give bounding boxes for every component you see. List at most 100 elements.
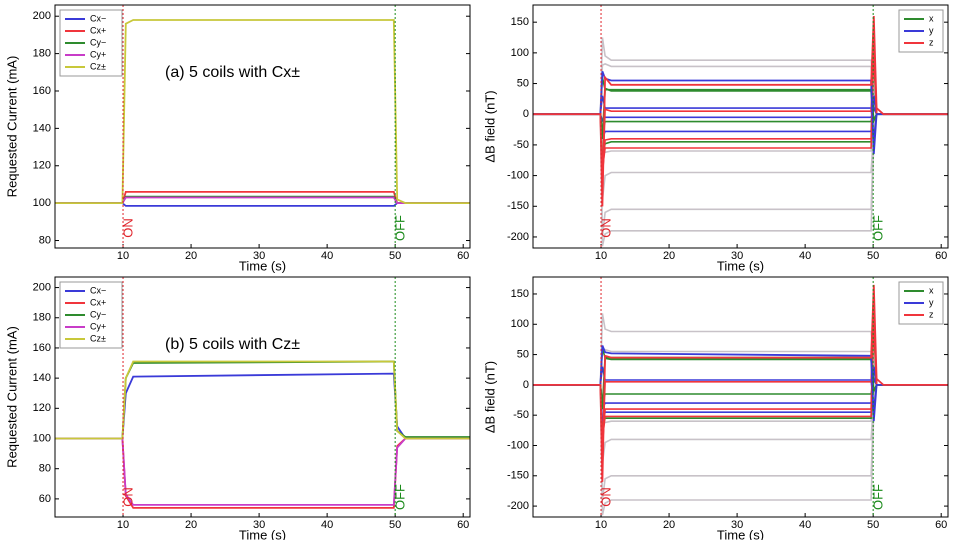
x-tick-label: 30 [253, 519, 265, 531]
event-label: ON [120, 218, 135, 238]
y-tick-label: 180 [33, 312, 51, 324]
event-label: OFF [871, 215, 886, 241]
plot-frame [54, 276, 471, 518]
y-tick-label: -150 [507, 200, 529, 212]
y-tick-label: -50 [513, 409, 529, 421]
x-tick-label: 40 [321, 519, 333, 531]
y-tick-label: 140 [33, 372, 51, 384]
y-axis-label: ΔB field (nT) [482, 361, 497, 433]
trace-line [533, 113, 948, 238]
series-line [55, 360, 470, 440]
y-tick-label: 80 [39, 234, 51, 246]
chart: -200 -150 -100 -50 0 50 100 150 10 20 30 40 50 60 Time… [482, 276, 949, 540]
y-tick-label: 140 [33, 122, 51, 134]
y-tick-label: 160 [33, 85, 51, 97]
y-tick-label: 100 [33, 432, 51, 444]
y-tick-label: 120 [33, 402, 51, 414]
x-tick-label: 40 [799, 519, 811, 531]
x-tick-label: 50 [867, 519, 879, 531]
x-tick-label: 30 [731, 519, 743, 531]
x-tick-label: 20 [663, 250, 675, 262]
legend-label: z [929, 37, 934, 47]
x-tick-label: 50 [389, 519, 401, 531]
y-tick-label: 150 [511, 16, 529, 28]
x-tick-label: 10 [117, 519, 129, 531]
legend-label: Cy− [90, 309, 106, 319]
x-tick-label: 20 [663, 519, 675, 531]
trace-line [533, 37, 948, 115]
x-tick-label: 40 [321, 250, 333, 262]
x-tick-label: 50 [389, 250, 401, 262]
x-tick-label: 60 [935, 519, 947, 531]
trace-line [533, 28, 948, 170]
y-axis-label: Requested Current (mA) [4, 326, 19, 468]
y-tick-label: 50 [517, 348, 529, 360]
y-tick-label: -100 [507, 439, 529, 451]
series-line [55, 360, 470, 440]
event-label: ON [598, 218, 613, 238]
trace-line [533, 113, 948, 154]
legend-label: Cy+ [90, 49, 106, 59]
y-tick-label: -200 [507, 500, 529, 512]
y-tick-label: -50 [513, 139, 529, 151]
series-line [55, 437, 470, 506]
y-tick-label: 60 [39, 493, 51, 505]
y-tick-label: 200 [33, 281, 51, 293]
x-tick-label: 10 [595, 250, 607, 262]
y-tick-label: -200 [507, 231, 529, 243]
x-tick-label: 10 [117, 250, 129, 262]
legend-label: Cx− [90, 285, 106, 295]
series-line [533, 15, 948, 207]
legend-label: y [929, 25, 934, 35]
event-label: ON [120, 487, 135, 507]
y-tick-label: 100 [511, 318, 529, 330]
legend-label: y [929, 297, 934, 307]
legend-label: Cx+ [90, 297, 106, 307]
x-axis-label: Time (s) [239, 258, 286, 273]
event-label: OFF [393, 215, 408, 241]
legend-label: Cy− [90, 37, 106, 47]
x-tick-label: 50 [867, 250, 879, 262]
y-tick-label: 100 [33, 197, 51, 209]
legend-label: Cz± [90, 333, 106, 343]
trace-line [533, 113, 948, 247]
y-tick-label: 0 [523, 379, 529, 391]
y-tick-label: -100 [507, 169, 529, 181]
legend-label: x [929, 285, 934, 295]
event-label: OFF [393, 484, 408, 510]
chart: 80 100 120 140 160 180 200 10 20 30 40 50 60 Time (s)… [4, 4, 471, 273]
x-tick-label: 60 [457, 250, 469, 262]
y-tick-label: 200 [33, 10, 51, 22]
chart: 60 80 100 120 140 160 180 200 10 20 30 40 50 60 Time (… [4, 276, 471, 540]
x-tick-label: 20 [185, 519, 197, 531]
y-tick-label: 150 [511, 288, 529, 300]
plot-frame [54, 4, 471, 249]
annotation: (b) 5 coils with Cz± [165, 336, 300, 353]
trace-line [533, 366, 948, 410]
x-tick-label: 30 [253, 250, 265, 262]
trace-line [533, 366, 948, 428]
x-axis-label: Time (s) [717, 527, 764, 540]
x-tick-label: 30 [731, 250, 743, 262]
event-label: ON [598, 487, 613, 507]
chart: -200 -150 -100 -50 0 50 100 150 10 20 30 40 50 60 Time… [482, 4, 949, 273]
series-line [533, 70, 948, 155]
trace-line [533, 113, 948, 201]
x-axis-label: Time (s) [717, 258, 764, 273]
plot-frame [532, 276, 949, 518]
annotation: (a) 5 coils with Cx± [165, 64, 300, 81]
x-tick-label: 40 [799, 250, 811, 262]
y-tick-label: 100 [511, 47, 529, 59]
y-tick-label: -150 [507, 470, 529, 482]
legend-label: Cz± [90, 61, 106, 71]
trace-line [533, 384, 948, 516]
legend-label: z [929, 309, 934, 319]
y-tick-label: 50 [517, 77, 529, 89]
event-label: OFF [871, 484, 886, 510]
trace-line [533, 58, 948, 115]
y-tick-label: 180 [33, 48, 51, 60]
series-line [533, 357, 948, 410]
trace-line [533, 384, 948, 464]
trace-line [533, 313, 948, 386]
